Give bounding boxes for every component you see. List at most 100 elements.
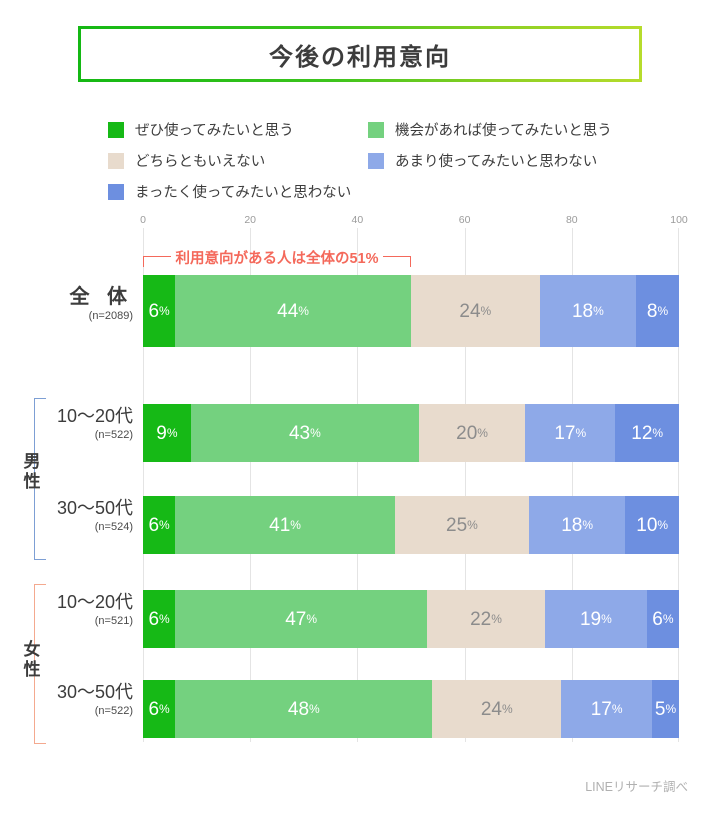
bar-segment-unit: % <box>306 612 318 626</box>
bar-segment-value: 17 <box>590 698 612 720</box>
bar-segment-unit: % <box>657 518 669 532</box>
gridline <box>678 228 679 742</box>
bar-segment-value: 18 <box>561 514 583 536</box>
bar-row-label-n: (n=522) <box>94 704 133 717</box>
bar-row-label-n: (n=2089) <box>88 310 133 322</box>
gridline <box>357 228 359 742</box>
bar-segment: 44% <box>175 275 411 347</box>
legend-swatch-icon <box>108 152 124 169</box>
stacked-bar: 6% 41% 25% 18% 10% <box>143 496 679 554</box>
bar-segment: 41% <box>175 496 395 554</box>
legend-item: ぜひ使ってみたいと思う <box>108 114 368 145</box>
bar-segment-unit: % <box>467 518 478 532</box>
bar-row-label-name: 全 体 <box>69 286 133 308</box>
bar-row-label: 30〜50代 (n=522) <box>13 682 133 717</box>
legend-item-label: まったく使ってみたいと思わない <box>135 185 352 201</box>
bar-segment: 6% <box>143 496 176 554</box>
legend-item-label: ぜひ使ってみたいと思う <box>135 123 294 139</box>
bar-segment-unit: % <box>166 426 178 440</box>
bar-segment-value: 17 <box>554 422 576 444</box>
x-axis-tick-label: 80 <box>565 214 578 226</box>
bar-segment-value: 41 <box>269 514 291 536</box>
bar-segment: 20% <box>418 404 526 462</box>
bar-segment: 17% <box>561 680 653 738</box>
stacked-bar: 6% 44% 24% 18% 8% <box>143 275 679 347</box>
source-credit: LINEリサーチ調べ <box>585 780 688 794</box>
bar-segment-value: 9 <box>156 422 167 444</box>
bar-segment: 6% <box>143 590 176 648</box>
bar-segment-unit: % <box>662 612 674 626</box>
legend-swatch-icon <box>368 152 384 169</box>
annotation-bracket-left <box>143 256 171 267</box>
title-banner-inner: 今後の利用意向 <box>81 29 639 79</box>
bar-segment-unit: % <box>601 612 612 626</box>
legend-swatch-icon <box>368 121 384 138</box>
bar-segment-value: 47 <box>285 608 307 630</box>
bar-segment: 6% <box>143 275 176 347</box>
legend-item-label: 機会があれば使ってみたいと思う <box>395 123 612 139</box>
bar-segment: 9% <box>143 404 191 462</box>
bar-row-label: 30〜50代 (n=524) <box>13 498 133 533</box>
bar-row-label-name: 30〜50代 <box>56 498 133 518</box>
legend-item: 機会があれば使ってみたいと思う <box>368 114 628 145</box>
group-label: 女性 <box>23 640 41 679</box>
x-axis-tick-label: 20 <box>244 214 257 226</box>
bar-row-label: 10〜20代 (n=522) <box>13 406 133 441</box>
bar-segment-unit: % <box>582 518 594 532</box>
stacked-bar: 6% 48% 24% 17% 5% <box>143 680 679 738</box>
gridline <box>571 228 573 742</box>
bar-row: 6% 44% 24% 18% 8% <box>143 275 679 347</box>
bar-segment: 24% <box>410 275 540 347</box>
bar-segment-value: 6 <box>148 514 160 536</box>
bar-segment-unit: % <box>665 702 677 716</box>
legend-item: まったく使ってみたいと思わない <box>108 176 368 207</box>
bar-row-label: 10〜20代 (n=521) <box>13 592 133 627</box>
annotation-label: 利用意向がある人は全体の51% <box>175 251 379 267</box>
bar-segment-unit: % <box>298 304 309 318</box>
gridline <box>464 228 466 742</box>
bar-row-label-name: 30〜50代 <box>56 682 133 702</box>
bar-row-label-n: (n=524) <box>94 520 133 533</box>
bar-segment-unit: % <box>159 702 170 716</box>
bar-segment-value: 20 <box>456 422 478 444</box>
bar-segment-unit: % <box>480 304 492 318</box>
bar-segment: 8% <box>636 275 679 347</box>
gridline <box>143 228 144 742</box>
bar-row-label-n: (n=521) <box>94 614 133 627</box>
bar-segment: 24% <box>432 680 562 738</box>
legend-item-label: あまり使ってみたいと思わない <box>395 154 598 170</box>
bar-segment: 17% <box>525 404 616 462</box>
bar-segment-value: 43 <box>288 422 311 444</box>
bar-segment: 47% <box>175 590 428 648</box>
bar-segment-unit: % <box>611 702 623 716</box>
bar-segment-unit: % <box>491 612 502 626</box>
bar-segment-value: 25 <box>446 514 468 536</box>
bar-segment: 25% <box>394 496 529 554</box>
bar-segment: 6% <box>646 590 679 648</box>
bar-segment-unit: % <box>159 304 170 318</box>
bar-segment-value: 48 <box>287 698 310 720</box>
bar-segment-value: 44 <box>277 300 299 322</box>
bar-segment-unit: % <box>309 702 320 716</box>
page-title: 今後の利用意向 <box>269 43 451 71</box>
bar-row: 6% 47% 22% 19% 6% <box>143 590 679 648</box>
legend-swatch-icon <box>108 183 124 200</box>
bar-segment: 10% <box>625 496 679 554</box>
bar-segment: 43% <box>190 404 419 462</box>
bar-segment-unit: % <box>290 518 301 532</box>
gridline <box>250 228 252 742</box>
legend-item-label: どちらともいえない <box>135 154 266 170</box>
x-axis-tick-label: 40 <box>351 214 364 226</box>
bar-segment-value: 19 <box>579 608 602 630</box>
bar-segment: 12% <box>615 404 680 462</box>
legend: ぜひ使ってみたいと思う 機会があれば使ってみたいと思うどちらともいえない あまり使っ… <box>108 114 628 207</box>
bar-segment-unit: % <box>657 304 669 318</box>
legend-swatch-icon <box>108 121 124 138</box>
bar-segment-unit: % <box>477 426 488 440</box>
bar-segment-value: 10 <box>636 514 658 536</box>
bar-row-label-n: (n=522) <box>94 428 133 441</box>
bar-segment-unit: % <box>159 612 170 626</box>
bar-segment-value: 8 <box>646 300 658 322</box>
bar-segment-unit: % <box>575 426 587 440</box>
gridlines <box>143 228 679 742</box>
